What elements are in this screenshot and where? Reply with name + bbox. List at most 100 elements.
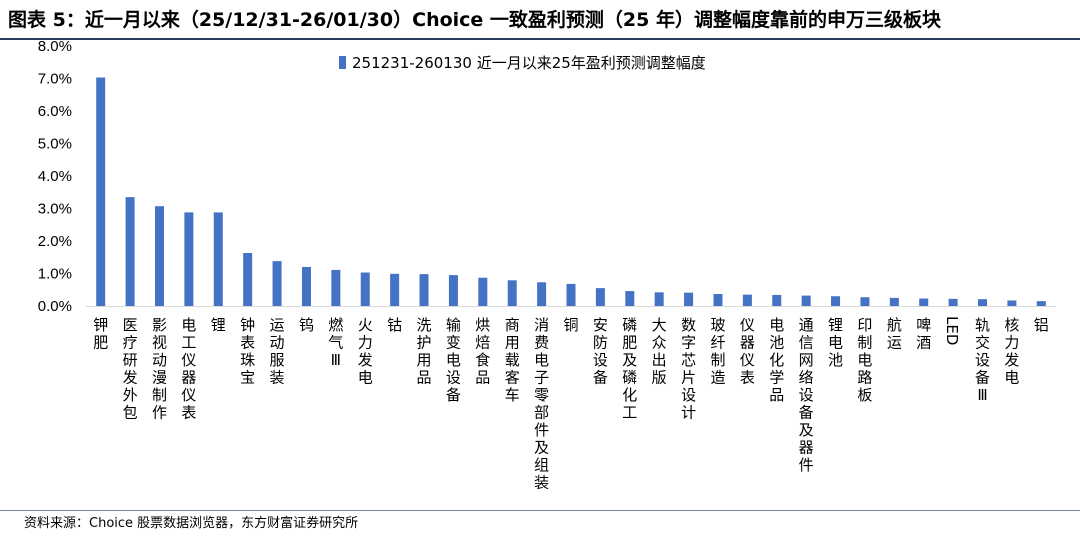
svg-text:消: 消 xyxy=(534,316,549,334)
y-axis: 0.0% 1.0% 2.0% 3.0% 4.0% 5.0% 6.0% 7.0% 8.0% xyxy=(38,40,72,315)
svg-text:锂: 锂 xyxy=(828,316,843,334)
svg-text:磷: 磷 xyxy=(622,369,637,387)
bar xyxy=(125,197,135,306)
svg-text:化: 化 xyxy=(769,351,784,369)
bar xyxy=(331,269,341,306)
svg-text:组: 组 xyxy=(534,456,549,474)
svg-text:钾: 钾 xyxy=(93,316,108,334)
svg-text:表: 表 xyxy=(240,334,255,352)
svg-text:芯: 芯 xyxy=(681,351,696,369)
svg-text:变: 变 xyxy=(446,334,461,352)
svg-text:仪: 仪 xyxy=(740,316,755,334)
bar xyxy=(390,273,400,306)
y-tick-label: 1.0% xyxy=(38,266,72,283)
svg-text:影: 影 xyxy=(152,316,167,334)
svg-text:器: 器 xyxy=(181,369,196,387)
bar xyxy=(1007,300,1017,306)
bar xyxy=(919,298,929,306)
svg-text:动: 动 xyxy=(152,351,167,369)
svg-text:烘: 烘 xyxy=(475,316,490,334)
svg-text:作: 作 xyxy=(152,404,167,422)
x-tick-label: 航运 xyxy=(887,316,902,352)
svg-text:零: 零 xyxy=(534,386,549,404)
bar xyxy=(948,298,958,306)
y-tick-label: 4.0% xyxy=(38,168,72,185)
svg-text:研: 研 xyxy=(123,351,138,369)
svg-text:造: 造 xyxy=(710,369,725,387)
legend: 251231-260130 近一月以来25年盈利预测调整幅度 xyxy=(339,54,706,72)
bar xyxy=(654,292,664,306)
svg-text:包: 包 xyxy=(123,404,138,422)
svg-text:计: 计 xyxy=(681,404,696,422)
svg-text:品: 品 xyxy=(475,369,490,387)
y-tick-label: 2.0% xyxy=(38,233,72,250)
svg-text:电: 电 xyxy=(358,369,373,387)
svg-text:仪: 仪 xyxy=(740,351,755,369)
svg-text:焙: 焙 xyxy=(475,334,490,352)
svg-text:设: 设 xyxy=(681,386,696,404)
svg-text:品: 品 xyxy=(769,386,784,404)
svg-text:字: 字 xyxy=(681,334,696,352)
x-tick-label: 铝 xyxy=(1034,316,1049,334)
x-tick-label: 啤酒 xyxy=(916,316,931,352)
bar-chart: 0.0%1.0%2.0%3.0%4.0%5.0%6.0%7.0%8.0% 钾肥医… xyxy=(38,40,1056,492)
bar xyxy=(184,212,194,306)
bar xyxy=(419,274,429,306)
svg-text:大: 大 xyxy=(652,316,667,334)
svg-text:网: 网 xyxy=(799,351,814,369)
svg-text:钴: 钴 xyxy=(387,316,402,334)
svg-text:设: 设 xyxy=(975,351,990,369)
y-tick-label: 0.0% xyxy=(38,298,72,315)
svg-text:Ⅲ: Ⅲ xyxy=(977,386,987,404)
svg-text:宝: 宝 xyxy=(240,369,255,387)
x-tick-label: 锂 xyxy=(211,316,226,334)
svg-text:钨: 钨 xyxy=(299,316,314,334)
svg-text:运: 运 xyxy=(887,334,902,352)
svg-text:及: 及 xyxy=(534,439,549,457)
bar xyxy=(537,282,547,306)
svg-text:发: 发 xyxy=(358,351,373,369)
svg-text:出: 出 xyxy=(652,351,667,369)
bar xyxy=(301,267,311,306)
svg-text:学: 学 xyxy=(769,369,784,387)
source-divider xyxy=(0,510,1080,511)
svg-text:电: 电 xyxy=(181,316,196,334)
svg-text:品: 品 xyxy=(417,369,432,387)
svg-text:玻: 玻 xyxy=(710,316,725,334)
bar xyxy=(1036,301,1046,306)
svg-text:电: 电 xyxy=(857,351,872,369)
svg-text:数: 数 xyxy=(681,316,696,334)
svg-text:工: 工 xyxy=(622,404,637,422)
svg-text:仪: 仪 xyxy=(181,386,196,404)
bar xyxy=(272,261,282,306)
svg-text:火: 火 xyxy=(358,316,373,334)
x-tick-label: 锂电池 xyxy=(828,316,843,369)
svg-text:装: 装 xyxy=(270,369,285,387)
svg-text:车: 车 xyxy=(505,386,520,404)
svg-text:肥: 肥 xyxy=(93,334,108,352)
legend-label: 251231-260130 近一月以来25年盈利预测调整幅度 xyxy=(352,54,706,72)
bar-series xyxy=(96,77,1046,307)
svg-text:珠: 珠 xyxy=(240,351,255,369)
svg-text:信: 信 xyxy=(799,334,814,352)
bar xyxy=(478,277,488,306)
svg-text:及: 及 xyxy=(622,351,637,369)
svg-text:板: 板 xyxy=(857,386,872,404)
bar xyxy=(507,280,517,306)
svg-text:发: 发 xyxy=(1004,351,1019,369)
